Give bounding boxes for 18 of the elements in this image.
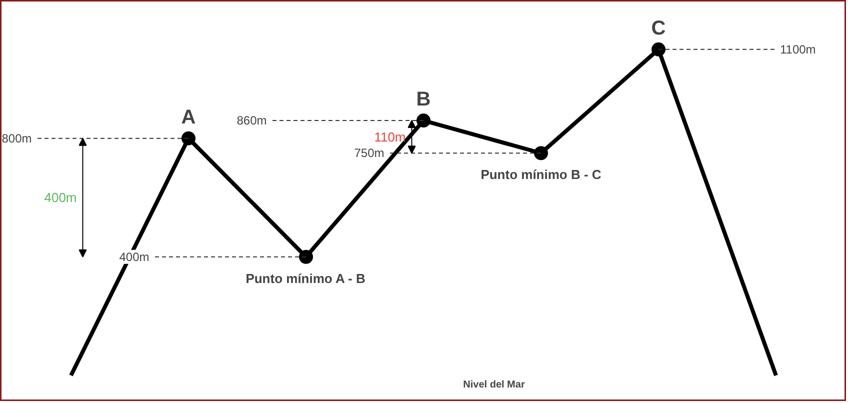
x-tick-label: Punto mínimo A - B xyxy=(246,270,366,286)
x-tick-label: C xyxy=(651,17,666,40)
point xyxy=(416,114,430,128)
x-tick-label: Punto mínimo B - C xyxy=(480,167,602,182)
text: Nivel del Mar xyxy=(463,379,525,390)
data-label: 860m xyxy=(236,114,267,128)
point xyxy=(652,42,666,56)
x-tick-label: A xyxy=(181,106,196,128)
annotation: 400m xyxy=(44,190,77,206)
point xyxy=(534,146,548,160)
point xyxy=(182,131,196,146)
data-label: 400m xyxy=(119,250,150,264)
point xyxy=(299,250,313,264)
annotation: 110m xyxy=(374,129,406,144)
data-label: 750m xyxy=(354,146,384,160)
data-label: 1100m xyxy=(780,42,816,56)
data-label: 800m xyxy=(2,131,32,146)
x-tick-label: B xyxy=(416,88,431,111)
